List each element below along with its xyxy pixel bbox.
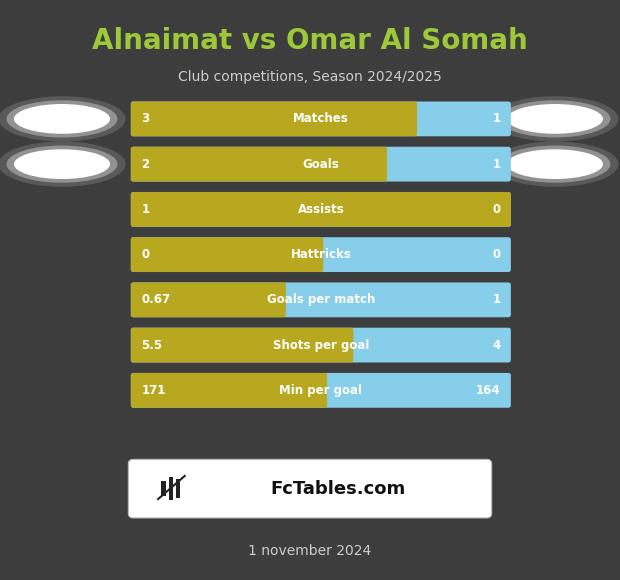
FancyBboxPatch shape <box>131 192 511 227</box>
FancyBboxPatch shape <box>131 373 511 408</box>
Ellipse shape <box>14 149 110 179</box>
Ellipse shape <box>7 100 118 137</box>
Text: 0: 0 <box>492 248 500 261</box>
Text: Club competitions, Season 2024/2025: Club competitions, Season 2024/2025 <box>178 70 442 84</box>
FancyBboxPatch shape <box>131 282 511 317</box>
FancyBboxPatch shape <box>131 328 353 362</box>
Text: FcTables.com: FcTables.com <box>271 480 406 498</box>
Text: 0: 0 <box>492 203 500 216</box>
Text: Goals per match: Goals per match <box>267 293 375 306</box>
Text: Goals: Goals <box>303 158 339 171</box>
Text: 0: 0 <box>141 248 149 261</box>
FancyBboxPatch shape <box>131 102 511 136</box>
Ellipse shape <box>0 142 125 187</box>
FancyBboxPatch shape <box>131 102 417 136</box>
Text: 171: 171 <box>141 384 166 397</box>
Text: Assists: Assists <box>298 203 344 216</box>
Text: 1: 1 <box>141 203 149 216</box>
Text: Shots per goal: Shots per goal <box>273 339 369 351</box>
Ellipse shape <box>507 149 603 179</box>
Text: Hattricks: Hattricks <box>291 248 351 261</box>
Ellipse shape <box>7 146 118 183</box>
Text: 3: 3 <box>141 113 149 125</box>
FancyBboxPatch shape <box>131 237 511 272</box>
Text: 0.67: 0.67 <box>141 293 171 306</box>
FancyBboxPatch shape <box>131 282 286 317</box>
FancyBboxPatch shape <box>128 459 492 518</box>
FancyBboxPatch shape <box>131 237 324 272</box>
FancyBboxPatch shape <box>131 147 387 182</box>
Ellipse shape <box>500 146 610 183</box>
Text: 164: 164 <box>476 384 500 397</box>
FancyBboxPatch shape <box>131 328 511 362</box>
FancyBboxPatch shape <box>131 147 511 182</box>
Ellipse shape <box>14 104 110 134</box>
FancyBboxPatch shape <box>131 192 511 227</box>
Text: 1: 1 <box>492 113 500 125</box>
FancyBboxPatch shape <box>161 481 166 496</box>
Text: Min per goal: Min per goal <box>280 384 362 397</box>
Text: 1: 1 <box>492 293 500 306</box>
Ellipse shape <box>491 142 618 187</box>
Text: Matches: Matches <box>293 113 348 125</box>
FancyBboxPatch shape <box>176 479 180 498</box>
Ellipse shape <box>491 96 618 142</box>
Text: 1: 1 <box>492 158 500 171</box>
Text: 5.5: 5.5 <box>141 339 162 351</box>
FancyBboxPatch shape <box>131 373 327 408</box>
Text: 1 november 2024: 1 november 2024 <box>249 544 371 558</box>
Ellipse shape <box>500 100 610 137</box>
Ellipse shape <box>507 104 603 134</box>
Text: Alnaimat vs Omar Al Somah: Alnaimat vs Omar Al Somah <box>92 27 528 55</box>
FancyBboxPatch shape <box>169 477 173 501</box>
Text: 2: 2 <box>141 158 149 171</box>
Ellipse shape <box>0 96 125 142</box>
Text: 4: 4 <box>492 339 500 351</box>
